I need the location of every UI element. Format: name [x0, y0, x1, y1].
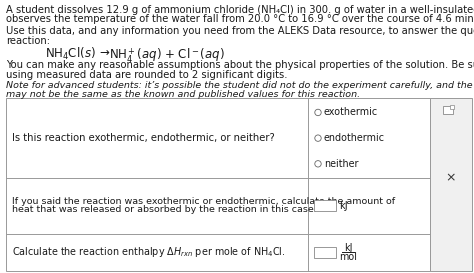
Text: may not be the same as the known and published values for this reaction.: may not be the same as the known and pub… — [6, 90, 360, 99]
Bar — [314, 200, 336, 212]
Text: Is this reaction exothermic, endothermic, or neither?: Is this reaction exothermic, endothermic… — [12, 133, 275, 143]
Text: heat that was released or absorbed by the reaction in this case.: heat that was released or absorbed by th… — [12, 206, 317, 215]
Text: Calculate the reaction enthalpy $\Delta H_{rxn}$ per mole of NH$_4$Cl.: Calculate the reaction enthalpy $\Delta … — [12, 245, 285, 259]
Bar — [430, 98, 472, 271]
Text: neither: neither — [324, 159, 358, 169]
Text: $\rightarrow$: $\rightarrow$ — [97, 46, 110, 59]
Bar — [314, 247, 336, 258]
Bar — [450, 105, 454, 109]
Text: Note for advanced students: it’s possible the student did not do the experiment : Note for advanced students: it’s possibl… — [6, 81, 474, 90]
Text: NH$_4$Cl($s$): NH$_4$Cl($s$) — [45, 46, 96, 62]
Text: exothermic: exothermic — [324, 108, 378, 117]
Circle shape — [315, 109, 321, 116]
Bar — [443, 106, 453, 114]
Text: mol: mol — [339, 252, 357, 262]
Text: kJ: kJ — [344, 243, 352, 253]
Text: reaction:: reaction: — [6, 35, 50, 46]
Text: You can make any reasonable assumptions about the physical properties of the sol: You can make any reasonable assumptions … — [6, 61, 474, 70]
Text: ×: × — [446, 172, 456, 185]
Bar — [6, 98, 430, 271]
Circle shape — [315, 135, 321, 141]
Text: Use this data, and any information you need from the ALEKS Data resource, to ans: Use this data, and any information you n… — [6, 26, 474, 36]
Text: NH$_4^+$($aq$) + Cl$^-$($aq$): NH$_4^+$($aq$) + Cl$^-$($aq$) — [109, 46, 225, 65]
Text: endothermic: endothermic — [324, 133, 385, 143]
Text: using measured data are rounded to 2 significant digits.: using measured data are rounded to 2 sig… — [6, 70, 288, 80]
Text: observes the temperature of the water fall from 20.0 °C to 16.9 °C over the cour: observes the temperature of the water fa… — [6, 14, 474, 25]
Text: If you said the reaction was exothermic or endothermic, calculate the amount of: If you said the reaction was exothermic … — [12, 197, 395, 206]
Circle shape — [315, 161, 321, 167]
Text: kJ: kJ — [339, 201, 347, 211]
Text: A student dissolves 12.9 g of ammonium chloride (NH₄Cl) in 300. g of water in a : A student dissolves 12.9 g of ammonium c… — [6, 5, 474, 15]
